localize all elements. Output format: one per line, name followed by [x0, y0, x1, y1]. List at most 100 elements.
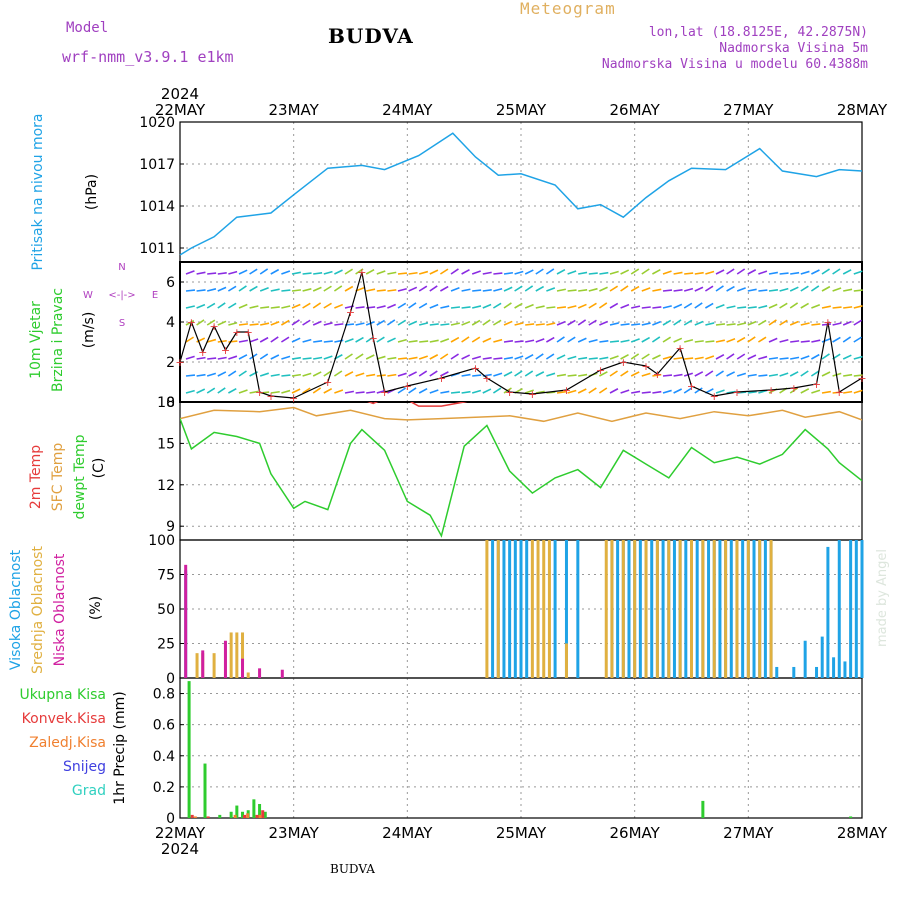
wind-arrow: [387, 373, 397, 377]
wind-arrow: [853, 305, 863, 309]
compass-west: W: [83, 290, 93, 301]
wind-arrow: [260, 306, 270, 309]
wind-arrow: [291, 373, 302, 377]
precip-bar: [849, 816, 853, 818]
x-tick-label-bottom: 22MAY: [155, 824, 206, 842]
wind-arrow: [546, 391, 556, 394]
precip-bar: [190, 814, 194, 818]
cloud-axis-label-high: Visoka Oblacnost: [8, 549, 24, 670]
wind-arrow: [270, 354, 280, 360]
wind-arrow: [228, 322, 238, 326]
wind-arrow: [397, 302, 407, 309]
wind-arrow: [461, 354, 471, 360]
wind-arrow: [323, 285, 332, 292]
cloud-bar: [525, 540, 529, 678]
wind-speed-marker: +: [209, 320, 218, 333]
wind-arrow: [726, 305, 736, 309]
y-tick-label: 1011: [139, 241, 175, 257]
temp-axis-label-2m: 2m Temp: [28, 445, 44, 509]
wind-arrow: [747, 320, 757, 326]
wind-arrow: [302, 288, 312, 292]
wind-arrow: [556, 373, 567, 377]
cloud-bar: [803, 640, 807, 678]
wind-arrow: [853, 374, 863, 377]
cloud-bar: [769, 540, 773, 678]
wind-arrow: [853, 336, 862, 343]
wind-arrow: [567, 289, 577, 292]
wind-arrow: [344, 268, 354, 275]
wind-arrow: [768, 319, 777, 326]
wind-arrow: [747, 336, 756, 343]
wind-arrow: [419, 340, 429, 343]
location-coords: lon,lat (18.8125E, 42.2875N): [648, 25, 868, 40]
y-tick-label: 75: [157, 568, 175, 584]
wind-arrow: [249, 323, 259, 326]
wind-speed-marker: +: [789, 382, 798, 395]
wind-arrow: [408, 271, 418, 275]
wind-arrow: [313, 356, 323, 360]
wind-arrow: [312, 387, 322, 394]
wind-arrow: [450, 268, 459, 275]
wind-arrow: [757, 319, 767, 326]
cloud-bar: [860, 540, 864, 678]
wind-arrow: [493, 272, 503, 275]
wind-arrow: [344, 353, 353, 360]
wind-arrow: [281, 389, 291, 394]
year-label-bottom: 2024: [161, 840, 199, 858]
wind-arrow: [440, 323, 450, 326]
wind-arrow: [228, 270, 238, 275]
wind-arrow: [662, 355, 672, 360]
wind-arrow: [620, 370, 629, 377]
precip-bar: [252, 799, 256, 818]
wind-arrow: [832, 336, 841, 343]
y-tick-label: 0: [166, 811, 175, 827]
wind-arrow: [577, 303, 587, 309]
wind-arrow: [811, 323, 821, 326]
wind-arrow: [206, 372, 217, 377]
wind-arrow: [270, 336, 279, 343]
wind-arrow: [821, 268, 830, 275]
cloud-bar: [672, 540, 676, 678]
wind-arrow: [758, 270, 768, 275]
wind-speed-marker: +: [482, 372, 491, 385]
wind-arrow: [227, 285, 237, 292]
wind-arrow: [397, 287, 407, 292]
cloud-bar: [496, 540, 500, 678]
wind-arrow: [694, 302, 703, 309]
cloud-bar: [741, 540, 745, 678]
wind-arrow: [811, 389, 821, 394]
x-tick-label-bottom: 25MAY: [496, 824, 547, 842]
cloud-bar: [280, 669, 284, 678]
wind-speed-line: [179, 271, 863, 399]
wind-arrow: [684, 338, 694, 343]
cloud-bar: [729, 540, 733, 678]
wind-arrow: [821, 353, 830, 360]
wind-arrow: [546, 336, 555, 343]
wind-arrow: [313, 271, 323, 275]
wind-arrow: [641, 336, 651, 343]
wind-arrow: [196, 289, 206, 292]
wind-arrow: [418, 370, 428, 377]
wind-arrow: [705, 270, 715, 275]
wind-arrow: [662, 319, 672, 326]
wind-arrow: [249, 338, 259, 343]
wind-arrow: [418, 387, 428, 394]
wind-arrow: [440, 285, 449, 292]
y-tick-label: 12: [157, 478, 175, 494]
pressure-axis-label: Pritisak na nivou mora: [30, 113, 46, 270]
wind-arrow: [302, 302, 311, 309]
wind-arrow: [726, 338, 736, 343]
cloud-bar: [775, 666, 779, 678]
wind-arrow: [578, 289, 588, 292]
x-tick-label-top: 25MAY: [496, 101, 547, 119]
wind-arrow: [726, 353, 735, 360]
wind-arrow: [196, 319, 205, 326]
cloud-bar: [849, 540, 853, 678]
wind-arrow: [631, 323, 641, 326]
wind-arrow: [630, 338, 640, 343]
wind-arrow: [789, 387, 799, 394]
wind-arrow: [482, 319, 491, 326]
precip-bar: [258, 814, 262, 818]
pressure-unit-label: (hPa): [84, 174, 100, 210]
wind-arrow: [376, 305, 386, 309]
